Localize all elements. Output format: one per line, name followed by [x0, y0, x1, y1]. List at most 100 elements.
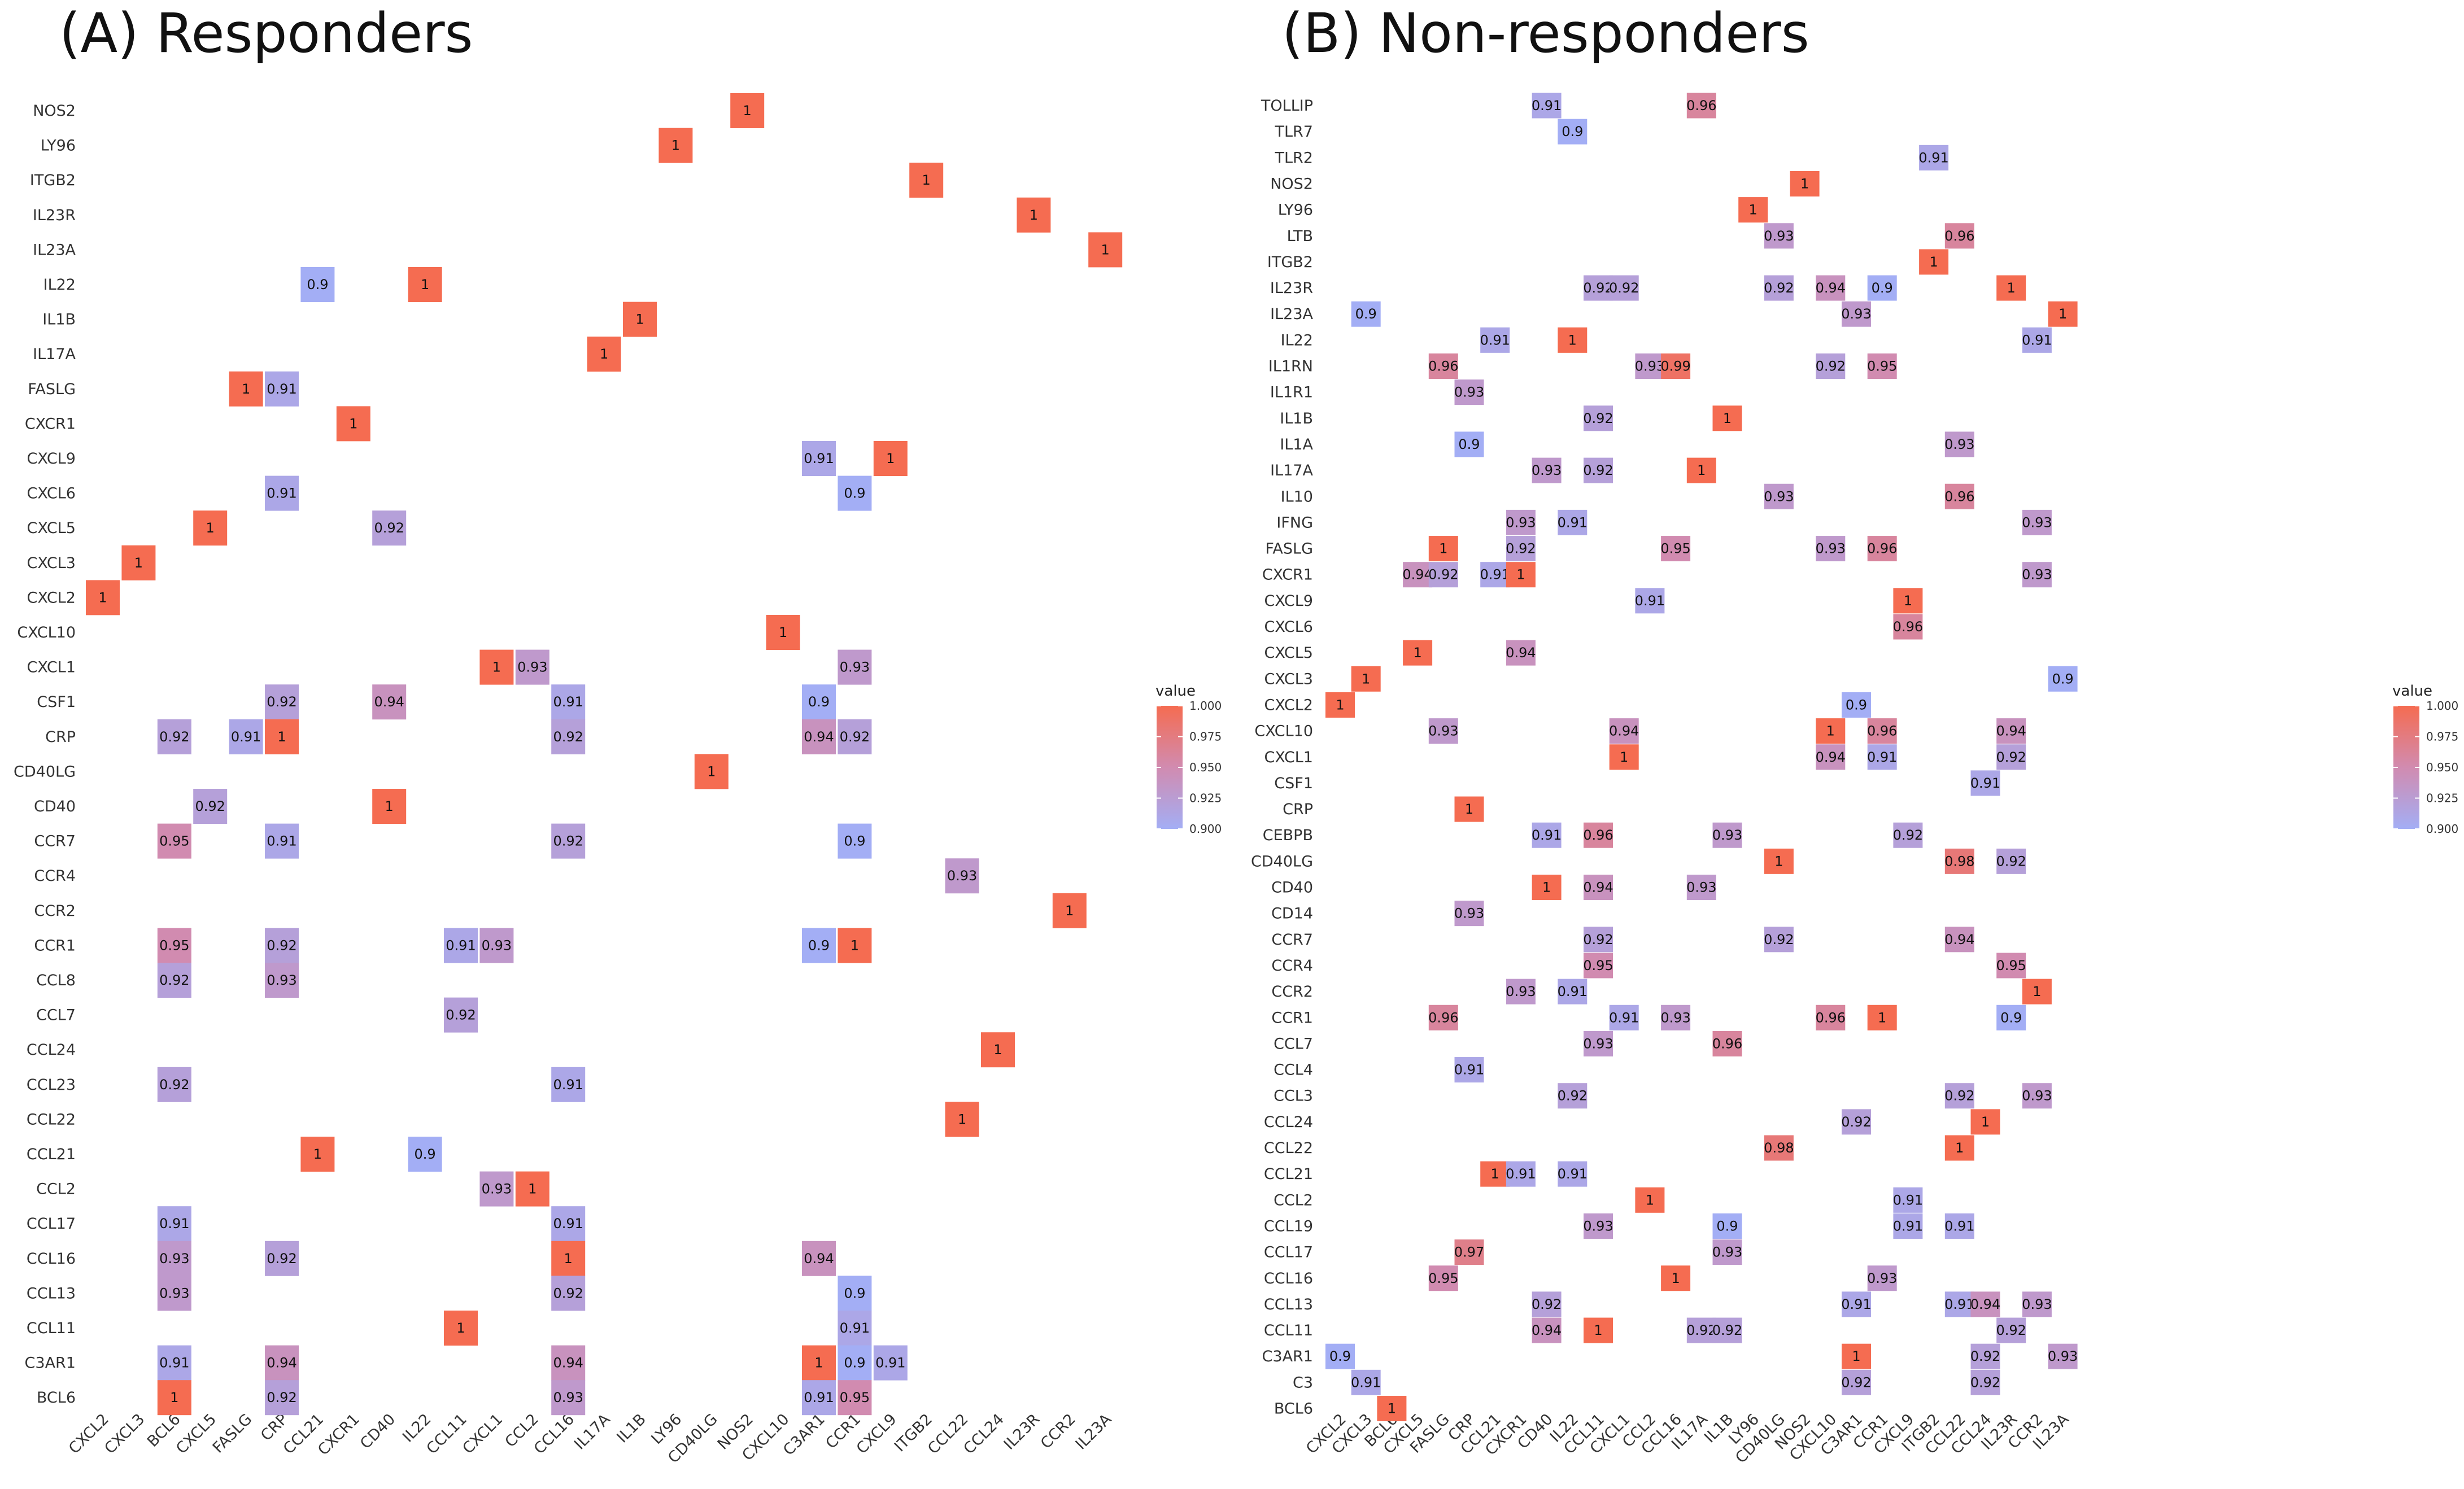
heatmap-cell [551, 1067, 586, 1102]
heatmap-cell [1842, 301, 1871, 327]
heatmap-cell [2022, 509, 2052, 535]
y-tick-label: CCL7 [1274, 1035, 1313, 1053]
cell-value-label: 0.92 [1764, 932, 1794, 947]
x-tick-label: IL1B [614, 1411, 649, 1446]
y-tick-label: IL1A [1280, 436, 1313, 453]
y-tick-label: FASLG [28, 381, 76, 398]
cell-value-label: 1 [635, 312, 644, 328]
heatmap-cell [1944, 431, 1974, 457]
y-tick-label: IL23A [1270, 305, 1313, 323]
heatmap-cell [1661, 353, 1691, 379]
cell-value-label: 0.9 [1355, 306, 1377, 322]
heatmap-cell [1816, 1005, 1846, 1030]
cell-value-label: 1 [134, 555, 143, 571]
heatmap-cell [1867, 353, 1897, 379]
cell-value-label: 1 [492, 660, 501, 675]
legend-title: value [2392, 683, 2432, 700]
y-tick-label: C3 [1293, 1374, 1313, 1391]
heatmap-cell [1970, 1343, 2000, 1369]
heatmap-cell [2048, 1343, 2078, 1369]
cell-value-label: 0.91 [1480, 332, 1510, 348]
cell-value-label: 1 [743, 103, 752, 119]
cell-value-label: 0.91 [2022, 332, 2052, 348]
cell-value-label: 1 [421, 277, 429, 292]
cell-value-label: 0.95 [159, 937, 189, 953]
cell-value-label: 0.91 [1893, 1192, 1923, 1208]
x-tick-label: CCL16 [531, 1411, 578, 1458]
y-tick-label: CEBPB [1263, 827, 1313, 844]
legend-tick-label: 1.000 [1189, 699, 1222, 713]
cell-value-label: 0.91 [1454, 1062, 1484, 1078]
cell-value-label: 1 [993, 1042, 1002, 1058]
heatmap-cell [1454, 379, 1484, 405]
heatmap-cell [1996, 744, 2026, 770]
heatmap-cell [1944, 927, 1974, 953]
heatmap-cell [981, 1032, 1015, 1068]
y-tick-label: CCL24 [27, 1041, 76, 1059]
heatmap-cell [587, 337, 621, 372]
cell-value-label: 0.9 [844, 486, 865, 501]
cell-value-label: 0.93 [1583, 1036, 1613, 1051]
cell-value-label: 1 [277, 729, 286, 745]
cell-value-label: 0.9 [1872, 280, 1893, 296]
heatmap-cell [1532, 1291, 1562, 1317]
heatmap-cell [838, 649, 872, 685]
cell-value-label: 0.94 [1609, 723, 1639, 739]
y-tick-label: CSF1 [37, 693, 76, 711]
heatmap-cell [1919, 249, 1949, 275]
cell-value-label: 0.93 [553, 1390, 583, 1405]
y-tick-label: IL22 [1281, 331, 1313, 349]
cell-value-label: 0.91 [1558, 984, 1588, 999]
y-tick-label: CCR1 [34, 937, 76, 954]
y-tick-label: CCL21 [1264, 1165, 1313, 1183]
cell-value-label: 0.91 [553, 694, 583, 710]
cell-value-label: 0.91 [1480, 567, 1510, 583]
x-tick-label: CXCL1 [459, 1411, 506, 1457]
heatmap-cell [1944, 483, 1974, 509]
heatmap-cell [1996, 275, 2026, 301]
x-tick-label: IL17A [571, 1411, 614, 1453]
heatmap-cell [479, 928, 514, 963]
cell-value-label: 0.93 [840, 660, 870, 675]
heatmap-cell [1351, 666, 1381, 692]
cell-value-label: 0.95 [1428, 1270, 1458, 1286]
heatmap-cell [838, 475, 872, 511]
cell-value-label: 1 [1594, 1322, 1602, 1338]
cell-value-label: 0.91 [1867, 749, 1897, 765]
cell-value-label: 0.92 [1996, 1322, 2026, 1338]
cell-value-label: 1 [1620, 749, 1628, 765]
y-tick-label: CCR2 [1271, 983, 1313, 1001]
cell-value-label: 0.92 [1996, 749, 2026, 765]
y-tick-label: TOLLIP [1261, 97, 1313, 115]
heatmap-cell [2022, 1083, 2052, 1109]
y-tick-label: CXCL1 [27, 659, 76, 676]
heatmap-cell [1842, 692, 1871, 718]
heatmap-cell [1454, 901, 1484, 927]
heatmap-cell [1970, 770, 2000, 796]
heatmap-cell [1661, 1005, 1691, 1030]
heatmap-cell [623, 302, 657, 337]
y-tick-label: IL1B [42, 311, 76, 329]
cell-value-label: 1 [1388, 1401, 1396, 1417]
heatmap-cell [1584, 1317, 1613, 1343]
heatmap-cell [265, 1241, 299, 1276]
x-tick-label: CCL11 [423, 1411, 470, 1458]
cell-value-label: 0.93 [1506, 514, 1536, 530]
cell-value-label: 1 [1955, 1140, 1964, 1156]
heatmap-cell [551, 1345, 586, 1381]
y-tick-label: CCL8 [36, 972, 76, 989]
cell-value-label: 0.91 [1893, 1218, 1923, 1234]
cell-value-label: 0.93 [1428, 723, 1458, 739]
cell-value-label: 1 [98, 590, 107, 605]
heatmap-cell [1584, 405, 1613, 431]
heatmap-cell [372, 684, 407, 720]
cell-value-label: 1 [349, 416, 357, 431]
heatmap-cell [1738, 197, 1768, 223]
cell-value-label: 1 [1904, 593, 1912, 609]
heatmap-cell [157, 719, 191, 754]
y-tick-label: IL23A [33, 241, 76, 259]
heatmap-cell [1970, 1291, 2000, 1317]
cell-value-label: 0.9 [1329, 1348, 1351, 1364]
y-tick-label: CCL19 [1264, 1217, 1313, 1235]
cell-value-label: 1 [1774, 853, 1783, 869]
